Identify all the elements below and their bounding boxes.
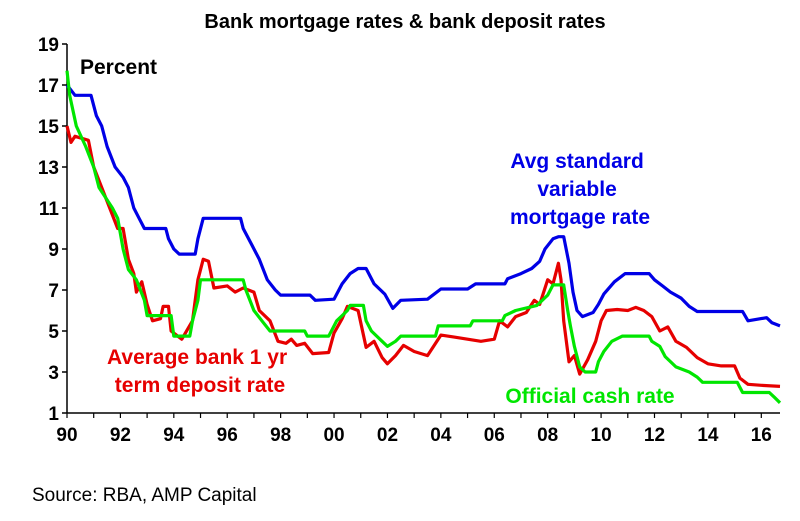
x-tick-label: 16 — [751, 425, 772, 446]
source-note: Source: RBA, AMP Capital — [32, 485, 257, 506]
series-line-term-deposit-rate — [65, 125, 781, 388]
series-lines — [65, 70, 782, 404]
unit-label: Percent — [80, 56, 157, 79]
x-tick-label: 14 — [697, 425, 719, 446]
y-tick-label: 13 — [38, 158, 59, 179]
x-tick-label: 98 — [270, 425, 291, 446]
x-axis-ticks: 90 92 94 96 98 00 02 04 06 08 10 12 14 16 — [56, 413, 772, 446]
y-tick-label: 19 — [38, 35, 59, 56]
series-line-cash-rate — [65, 70, 782, 404]
x-tick-label: 00 — [323, 425, 344, 446]
x-tick-label: 08 — [537, 425, 558, 446]
x-tick-label: 10 — [591, 425, 612, 446]
x-tick-label: 04 — [430, 425, 452, 446]
y-tick-label: 3 — [48, 363, 59, 384]
x-tick-label: 06 — [484, 425, 505, 446]
annotation-mortgage-rate: Avg standard variable mortgage rate — [510, 150, 650, 229]
y-tick-label: 1 — [48, 404, 59, 425]
x-tick-label: 92 — [110, 425, 131, 446]
chart-title: Bank mortgage rates & bank deposit rates — [204, 11, 605, 33]
series-line-mortgage-rate — [65, 84, 781, 328]
y-tick-label: 11 — [39, 199, 60, 220]
y-tick-label: 9 — [48, 240, 59, 261]
y-tick-label: 15 — [38, 117, 60, 138]
x-tick-label: 96 — [217, 425, 238, 446]
annotation-cash-rate: Official cash rate — [505, 385, 674, 408]
x-tick-label: 90 — [56, 425, 77, 446]
y-tick-label: 17 — [38, 76, 59, 97]
x-tick-label: 12 — [644, 425, 665, 446]
y-tick-label: 5 — [48, 322, 59, 343]
x-tick-label: 02 — [377, 425, 398, 446]
y-tick-label: 7 — [48, 281, 59, 302]
annotation-term-deposit-rate: Average bank 1 yr term deposit rate — [107, 346, 293, 397]
x-tick-label: 94 — [163, 425, 185, 446]
